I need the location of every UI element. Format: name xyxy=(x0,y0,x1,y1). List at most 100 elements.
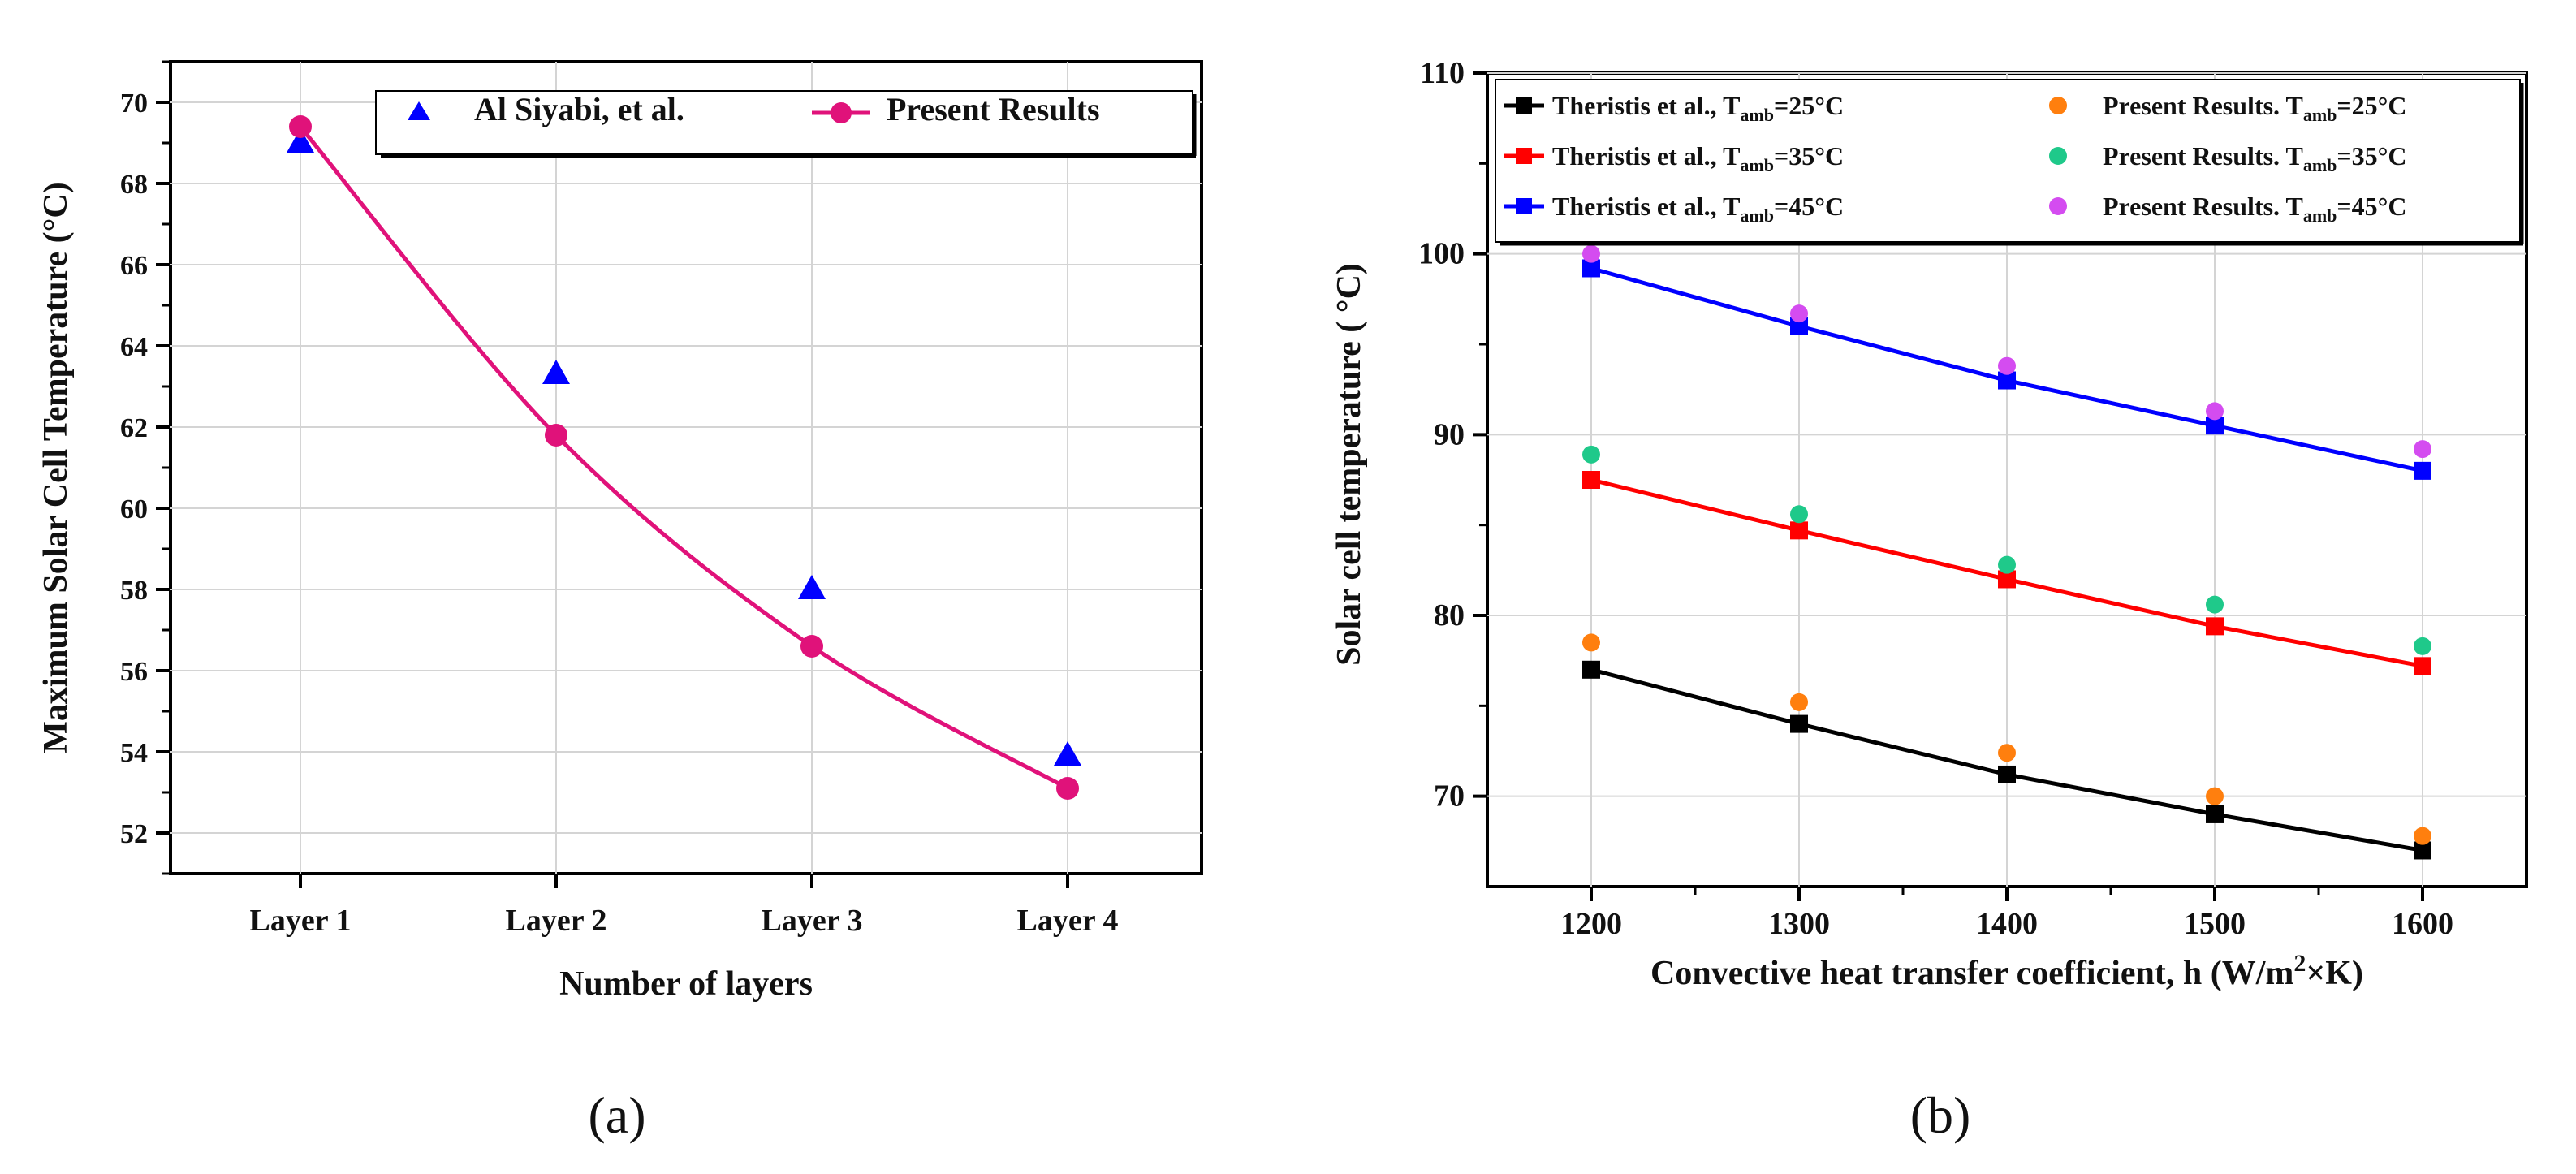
legend-b-label-suffix-5: =45°C xyxy=(2337,192,2406,221)
tick-label-a-y-7: 66 xyxy=(120,251,148,281)
point-b-4-0 xyxy=(1582,445,1600,464)
tick-label-a-y-8: 68 xyxy=(120,170,148,200)
legend-b-label-sub-5: amb xyxy=(2303,205,2337,226)
tick-label-a-x-2: Layer 3 xyxy=(762,904,863,938)
chart-a-ticks: Layer 1 Layer 2 Layer 3 Layer 4 52 54 56 58 60 62… xyxy=(120,60,1118,938)
tick-label-a-y-4: 60 xyxy=(120,494,148,524)
series-a-line-1 xyxy=(299,125,1069,791)
point-b-3-0 xyxy=(1582,633,1600,652)
legend-b-label-1: Theristis et al., Tamb=35°C xyxy=(1552,141,1844,175)
chart-a-ylabel: Maximum Solar Cell Temperature (°C) xyxy=(37,182,75,753)
chart-a-grid xyxy=(170,62,1202,874)
point-b-0-2 xyxy=(1998,765,2016,783)
point-b-5-4 xyxy=(2414,440,2431,459)
point-b-2-4 xyxy=(2414,461,2431,480)
legend-a-label-0: Al Siyabi, et al. xyxy=(474,91,684,127)
tick-label-b-x-1: 1300 xyxy=(1768,907,1830,941)
chart-b-xlabel-sup: 2 xyxy=(2293,950,2306,977)
chart-b-ticks: 1200 1300 1400 1500 1600 70 80 90 100 110 xyxy=(1418,56,2453,941)
legend-b-label-suffix-2: =45°C xyxy=(1774,192,1844,221)
legend-b-circle-icon-3 xyxy=(2049,97,2067,114)
chart-b-ylabel: Solar cell temperature ( °C) xyxy=(1331,263,1368,666)
point-b-2-3 xyxy=(2206,417,2224,435)
point-b-3-2 xyxy=(1998,744,2016,762)
legend-b-label-sub-2: amb xyxy=(1740,205,1774,226)
legend-b-label-suffix-3: =25°C xyxy=(2337,91,2406,120)
point-b-5-2 xyxy=(1998,356,2016,375)
legend-b-label-sub-1: amb xyxy=(1740,155,1774,175)
legend-b-label-main-5: Present Results. T xyxy=(2103,192,2303,221)
tick-label-b-x-2: 1400 xyxy=(1976,907,2038,941)
legend-b-label-sub-4: amb xyxy=(2303,155,2337,175)
legend-a-label-1: Present Results xyxy=(887,91,1100,127)
point-a-1-3 xyxy=(1056,777,1079,800)
point-b-5-0 xyxy=(1582,244,1600,263)
chart-b: 1200 1300 1400 1500 1600 70 80 90 100 110 Therist… xyxy=(1331,56,2528,1144)
legend-a-triangle-icon xyxy=(408,101,430,120)
legend-b-label-suffix-4: =35°C xyxy=(2337,141,2406,170)
tick-label-a-y-9: 70 xyxy=(120,88,148,119)
chart-a-xlabel: Number of layers xyxy=(559,965,813,1003)
point-b-2-1 xyxy=(1790,317,1808,335)
chart-b-xlabel: Convective heat transfer coefficient, h … xyxy=(1650,950,2363,992)
legend-b-label-main-0: Theristis et al., T xyxy=(1552,91,1740,120)
chart-b-points xyxy=(1582,244,2431,860)
tick-label-b-y-2: 90 xyxy=(1434,417,1465,451)
point-b-0-3 xyxy=(2206,805,2224,823)
tick-label-a-y-1: 54 xyxy=(120,738,148,768)
chart-b-xlabel-main: Convective heat transfer coefficient, h … xyxy=(1650,955,2293,992)
point-b-1-0 xyxy=(1582,471,1600,489)
point-b-5-1 xyxy=(1790,304,1808,323)
point-b-2-2 xyxy=(1998,371,2016,390)
chart-b-xlabel-end: ×K) xyxy=(2306,955,2363,992)
point-b-1-3 xyxy=(2206,617,2224,636)
legend-b-label-main-2: Theristis et al., T xyxy=(1552,192,1740,221)
legend-b-circle-icon-5 xyxy=(2049,197,2067,215)
legend-b-square-icon-1 xyxy=(1516,148,1532,164)
point-b-4-3 xyxy=(2206,595,2224,614)
legend-b-label-suffix-0: =25°C xyxy=(1774,91,1844,120)
point-b-1-1 xyxy=(1790,521,1808,540)
point-b-0-0 xyxy=(1582,660,1600,679)
point-b-0-1 xyxy=(1790,714,1808,733)
point-b-1-2 xyxy=(1998,570,2016,589)
point-a-0-2 xyxy=(798,575,826,599)
chart-a: Layer 1 Layer 2 Layer 3 Layer 4 52 54 56 58 60 62… xyxy=(37,60,1203,1144)
chart-a-legend: Al Siyabi, et al. Present Results xyxy=(375,90,1197,158)
point-a-1-2 xyxy=(800,635,823,658)
tick-label-a-y-2: 56 xyxy=(120,657,148,687)
legend-b-label-suffix-1: =35°C xyxy=(1774,141,1844,170)
point-b-0-4 xyxy=(2414,841,2431,860)
point-a-1-0 xyxy=(289,115,312,138)
point-b-2-0 xyxy=(1582,259,1600,278)
legend-b-label-main-3: Present Results. T xyxy=(2103,91,2303,120)
chart-b-panel-label: (b) xyxy=(1910,1086,1971,1144)
tick-label-b-y-0: 70 xyxy=(1434,779,1465,814)
legend-b-label-3: Present Results. Tamb=25°C xyxy=(2103,91,2407,125)
point-a-0-0 xyxy=(287,128,314,153)
point-b-1-4 xyxy=(2414,657,2431,675)
legend-a-circle-icon xyxy=(831,102,852,123)
tick-label-b-x-3: 1500 xyxy=(2184,907,2246,941)
point-b-4-4 xyxy=(2414,637,2431,655)
legend-b-label-sub-0: amb xyxy=(1740,105,1774,125)
tick-label-b-y-4: 110 xyxy=(1420,56,1465,90)
point-b-4-2 xyxy=(1998,555,2016,574)
chart-a-plot-area xyxy=(169,60,1203,875)
tick-label-a-x-1: Layer 2 xyxy=(506,904,607,938)
legend-b-label-main-1: Theristis et al., T xyxy=(1552,141,1740,170)
tick-label-a-y-5: 62 xyxy=(120,413,148,443)
legend-b-label-4: Present Results. Tamb=35°C xyxy=(2103,141,2407,175)
tick-label-b-x-4: 1600 xyxy=(2392,907,2453,941)
legend-b-circle-icon-4 xyxy=(2049,147,2067,165)
legend-b-label-main-4: Present Results. T xyxy=(2103,141,2303,170)
point-b-3-3 xyxy=(2206,787,2224,805)
point-a-0-1 xyxy=(542,360,570,384)
legend-b-label-2: Theristis et al., Tamb=45°C xyxy=(1552,192,1844,226)
point-b-3-1 xyxy=(1790,693,1808,711)
chart-a-panel-label: (a) xyxy=(588,1086,645,1144)
legend-b-label-0: Theristis et al., Tamb=25°C xyxy=(1552,91,1844,125)
legend-b-label-5: Present Results. Tamb=45°C xyxy=(2103,192,2407,226)
tick-label-a-x-0: Layer 1 xyxy=(250,904,352,938)
